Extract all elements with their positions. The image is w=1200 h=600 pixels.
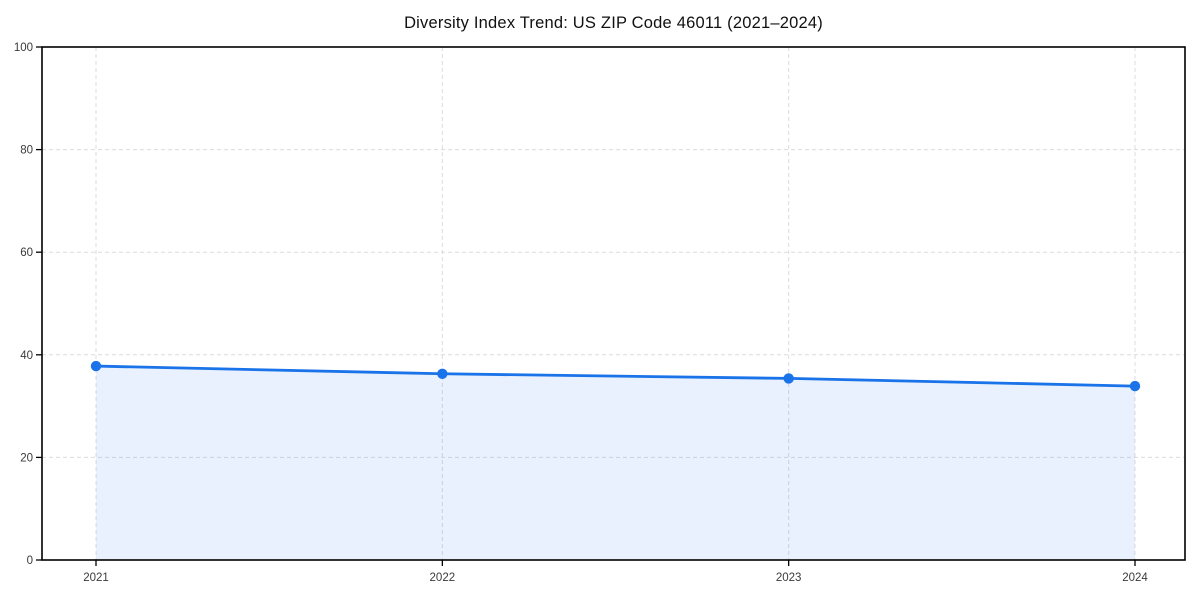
trend-line <box>94 364 1137 388</box>
data-point <box>1129 380 1141 392</box>
y-tick-label: 100 <box>14 42 33 54</box>
x-tick-label: 2023 <box>776 572 802 584</box>
x-tick-label: 2022 <box>430 572 456 584</box>
data-point <box>437 368 448 379</box>
x-tick-label: 2021 <box>83 572 109 584</box>
y-tick-label: 80 <box>20 145 33 157</box>
chart-title: Diversity Index Trend: US ZIP Code 46011… <box>404 14 823 32</box>
data-point <box>783 373 794 384</box>
y-tick-label: 40 <box>20 350 33 362</box>
y-tick-label: 20 <box>20 452 33 464</box>
y-tick-label: 60 <box>20 247 33 259</box>
y-tick-label: 0 <box>27 555 33 567</box>
area-fill <box>96 366 1135 560</box>
axes-spines <box>41 46 1186 561</box>
x-tick-label: 2024 <box>1122 572 1148 584</box>
data-point <box>90 360 102 372</box>
